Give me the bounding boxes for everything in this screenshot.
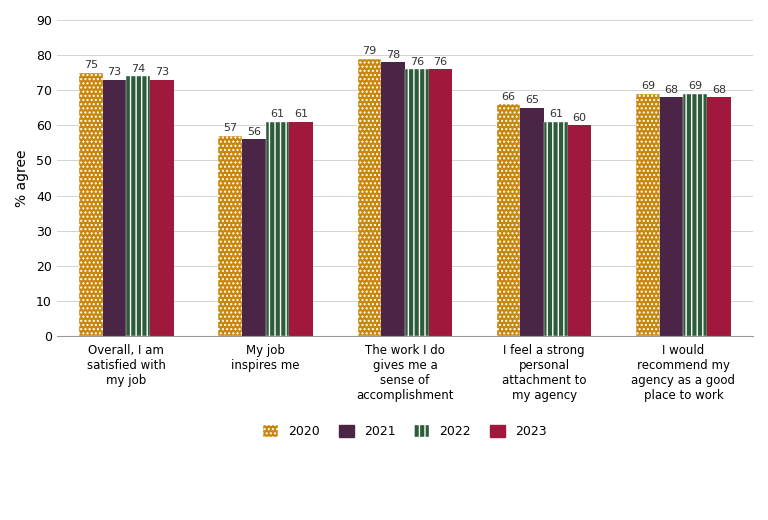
Text: 76: 76 <box>433 57 448 67</box>
Bar <box>381 62 405 336</box>
Legend: 2020, 2021, 2022, 2023: 2020, 2021, 2022, 2023 <box>259 420 551 444</box>
Text: 69: 69 <box>641 81 655 91</box>
Text: 75: 75 <box>84 60 98 70</box>
Bar <box>127 76 150 336</box>
Text: 74: 74 <box>131 64 145 74</box>
Bar <box>660 97 684 336</box>
Bar <box>707 97 730 336</box>
Text: 61: 61 <box>294 109 308 119</box>
Bar <box>636 94 660 336</box>
Text: 61: 61 <box>270 109 284 119</box>
Text: 68: 68 <box>712 85 726 95</box>
Y-axis label: % agree: % agree <box>15 149 29 207</box>
Bar <box>429 69 452 336</box>
Bar <box>358 59 381 336</box>
Bar <box>242 139 266 336</box>
Text: 78: 78 <box>386 50 400 60</box>
Text: 61: 61 <box>549 109 563 119</box>
Text: 73: 73 <box>108 67 121 77</box>
Bar <box>266 122 290 336</box>
Bar <box>568 125 591 336</box>
Bar <box>79 73 103 336</box>
Text: 60: 60 <box>573 113 587 123</box>
Bar <box>497 104 521 336</box>
Text: 73: 73 <box>155 67 169 77</box>
Bar <box>290 122 313 336</box>
Bar <box>684 94 707 336</box>
Text: 76: 76 <box>409 57 424 67</box>
Text: 79: 79 <box>362 46 376 56</box>
Text: 66: 66 <box>502 92 515 102</box>
Bar <box>150 80 174 336</box>
Text: 69: 69 <box>688 81 702 91</box>
Bar <box>405 69 429 336</box>
Bar <box>103 80 127 336</box>
Text: 57: 57 <box>223 123 237 133</box>
Bar <box>218 136 242 336</box>
Text: 68: 68 <box>664 85 679 95</box>
Text: 65: 65 <box>525 95 539 105</box>
Bar <box>521 108 545 336</box>
Bar <box>545 122 568 336</box>
Text: 56: 56 <box>247 127 261 137</box>
